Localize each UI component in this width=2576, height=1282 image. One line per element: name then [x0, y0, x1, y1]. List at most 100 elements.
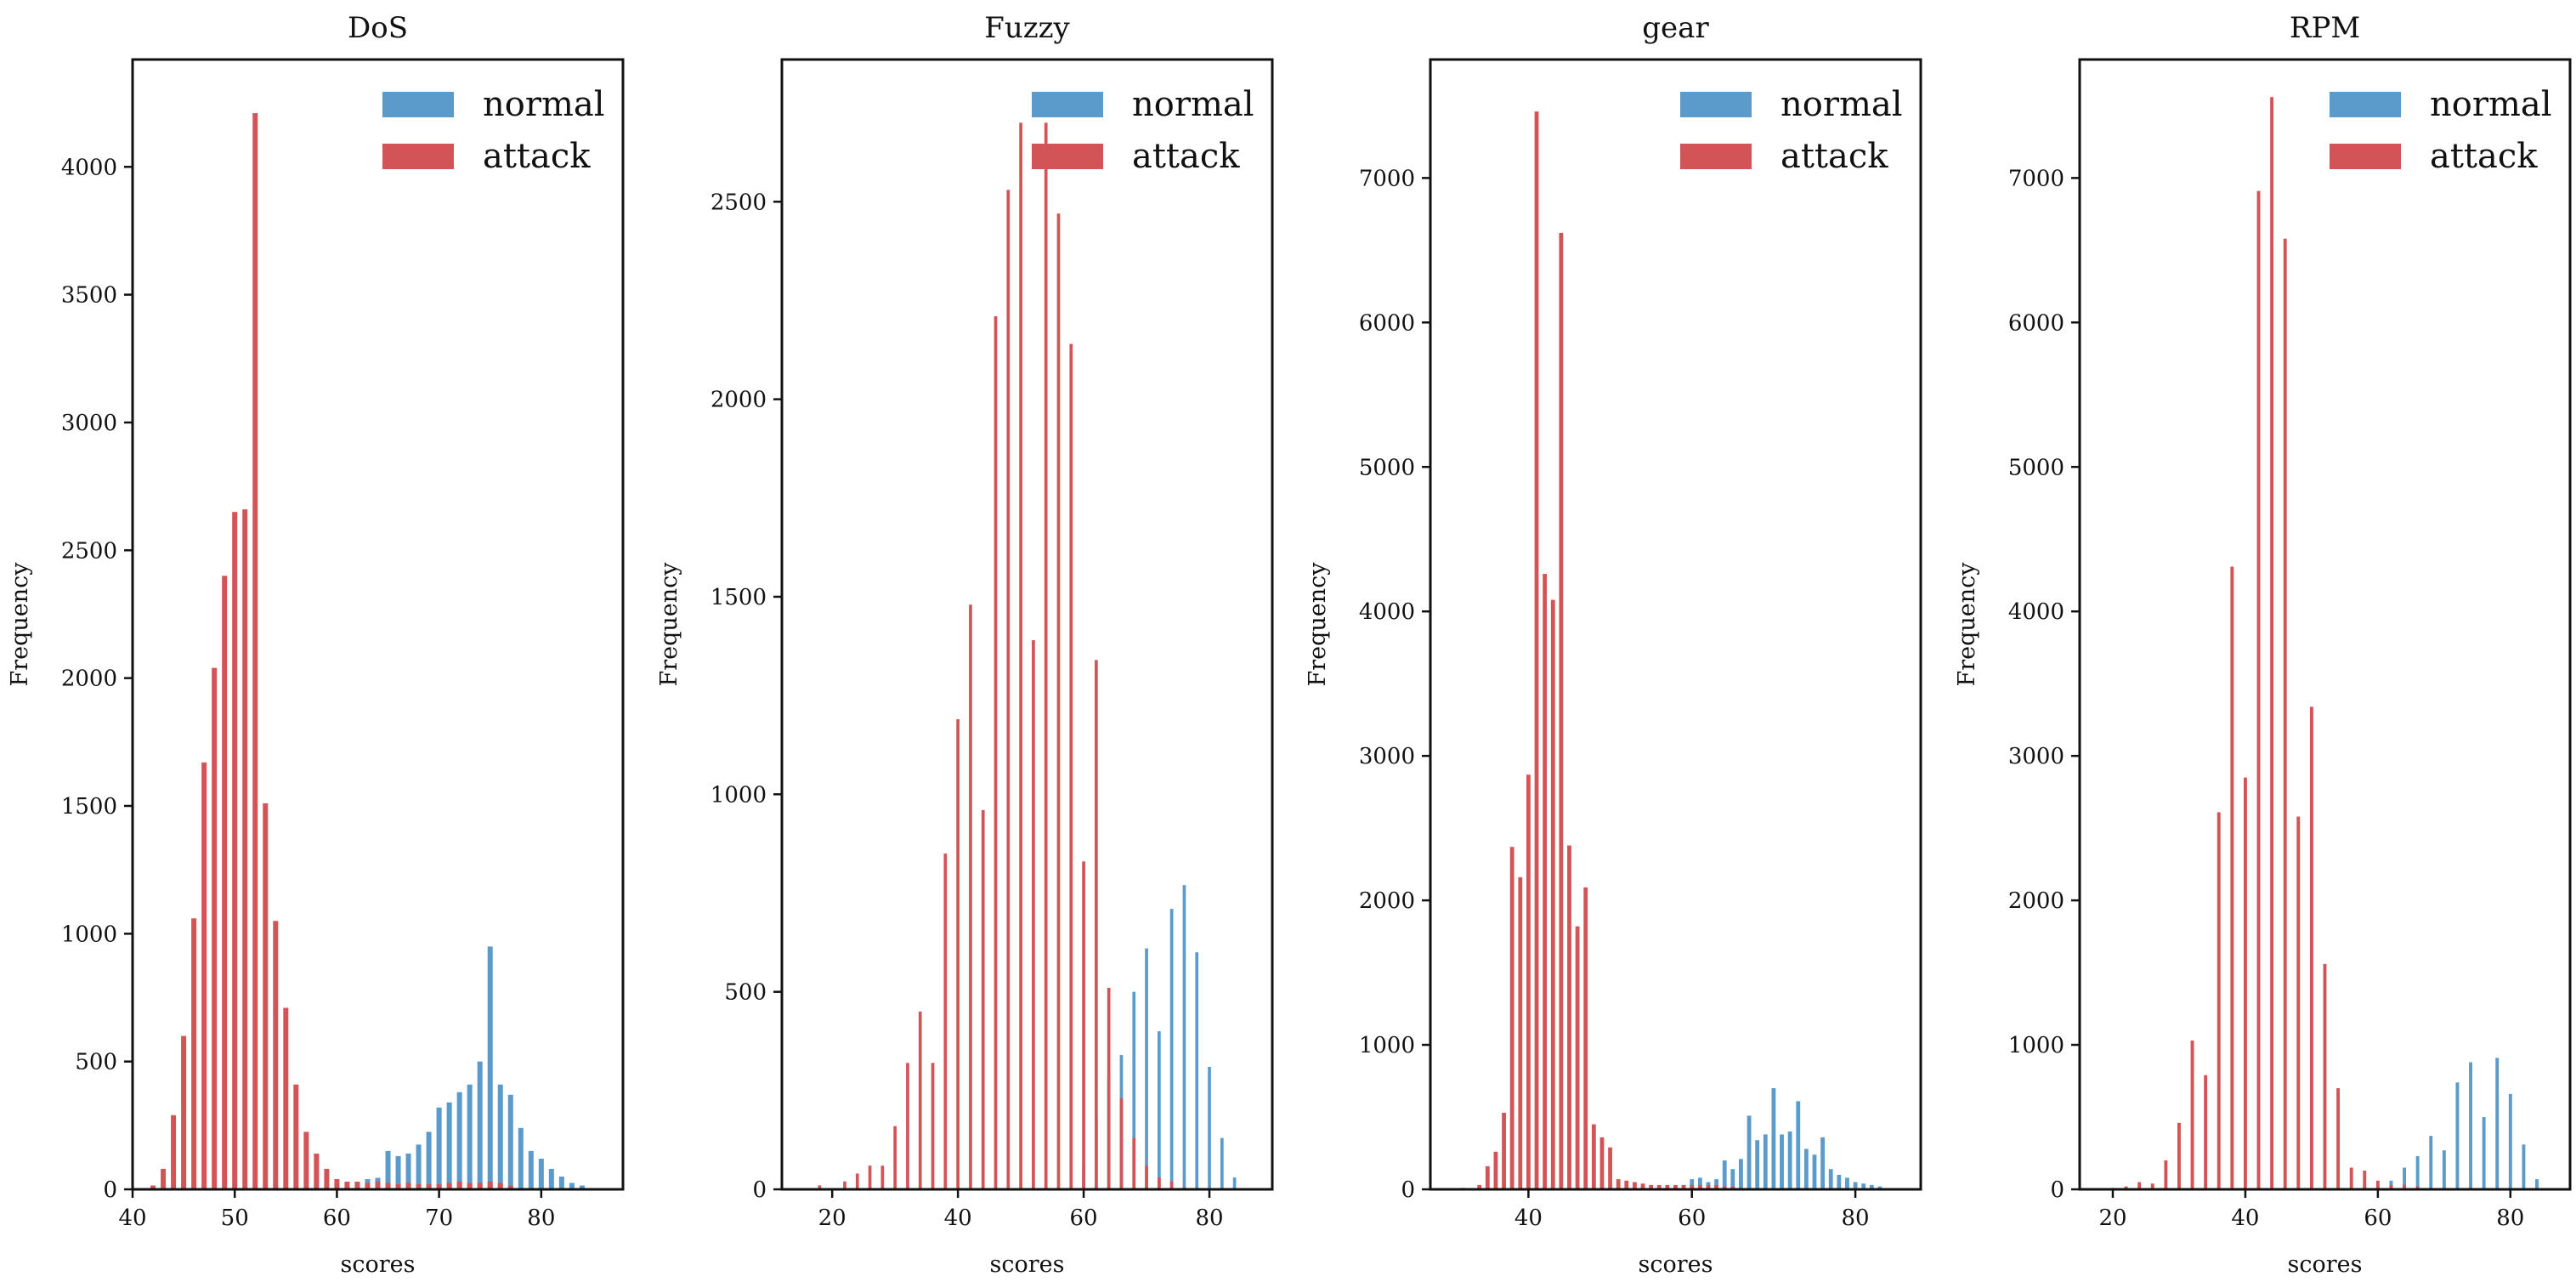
- bar-attack: [2363, 1170, 2367, 1189]
- x-axis-label: scores: [2288, 1251, 2363, 1278]
- bar-attack: [1485, 1166, 1490, 1189]
- bar-attack: [273, 921, 279, 1189]
- bar-attack: [252, 113, 258, 1189]
- bar-attack: [943, 854, 948, 1189]
- axes-frame: [780, 58, 1274, 1191]
- bar-normal: [1722, 1160, 1727, 1189]
- bar-attack: [1599, 1137, 1605, 1189]
- bar-attack: [1158, 1177, 1161, 1189]
- subplot-fuzzy: 20 40 60 80 0 500 1000 1500 2000 2500 Fuzzy scores F…: [656, 11, 1274, 1278]
- bar-normal: [456, 1092, 462, 1189]
- bar-attack: [426, 1183, 432, 1189]
- x-tick-label: 20: [818, 1205, 846, 1231]
- y-tick-label: 5000: [1359, 455, 1415, 480]
- bar-attack: [1591, 1124, 1596, 1189]
- bar-attack: [1656, 1184, 1662, 1189]
- bar-attack: [212, 667, 218, 1189]
- legend-swatch-normal: [382, 92, 454, 117]
- x-tick-label: 80: [527, 1205, 555, 1231]
- bar-normal: [2415, 1155, 2420, 1189]
- subplot-rpm: 20 40 60 80 0 1000 2000 3000 4000 5000 6000 7000 RPM…: [1954, 11, 2572, 1278]
- bar-normal: [2522, 1144, 2526, 1189]
- bar-attack: [324, 1168, 330, 1189]
- legend-swatch-normal: [2330, 92, 2401, 117]
- y-axis-label: Frequency: [1305, 562, 1331, 687]
- bar-normal: [1195, 952, 1199, 1189]
- bar-attack: [467, 1183, 473, 1189]
- bar-normal: [446, 1102, 452, 1189]
- bar-normal: [1787, 1132, 1792, 1189]
- bar-attack: [436, 1183, 442, 1189]
- bar-normal: [1755, 1140, 1760, 1189]
- bar-attack: [931, 1063, 935, 1189]
- bar-attack: [1690, 1184, 1695, 1189]
- bar-normal: [1145, 948, 1148, 1189]
- bar-normal: [467, 1084, 473, 1189]
- bar-normal: [528, 1150, 534, 1189]
- legend-swatch-attack: [1680, 144, 1752, 169]
- bar-attack: [2283, 238, 2287, 1189]
- y-tick-label: 0: [1401, 1177, 1415, 1203]
- y-axis-label: Frequency: [7, 562, 33, 687]
- bar-attack: [2375, 1180, 2380, 1189]
- y-tick-label: 2500: [711, 190, 767, 215]
- bar-normal: [2442, 1150, 2446, 1189]
- bar-attack: [1069, 343, 1073, 1189]
- bar-normal: [1877, 1186, 1882, 1189]
- bar-normal: [538, 1158, 544, 1189]
- bar-attack: [2204, 1075, 2208, 1189]
- y-tick-label: 500: [75, 1050, 117, 1075]
- bar-normal: [1845, 1177, 1849, 1189]
- bar-attack: [2243, 777, 2247, 1189]
- y-tick-label: 6000: [1359, 310, 1415, 336]
- bar-attack: [1567, 845, 1571, 1189]
- bar-attack: [293, 1084, 299, 1189]
- bar-attack: [497, 1183, 503, 1189]
- y-tick-label: 1500: [61, 794, 117, 820]
- bar-attack: [395, 1183, 401, 1189]
- x-tick-label: 80: [1195, 1205, 1223, 1231]
- bar-attack: [1697, 1184, 1702, 1189]
- bar-normal: [2482, 1117, 2486, 1189]
- y-tick-label: 1000: [711, 782, 767, 808]
- bar-attack: [446, 1183, 452, 1189]
- bar-attack: [1095, 660, 1098, 1189]
- bar-attack: [2403, 1184, 2407, 1189]
- bar-attack: [1145, 1166, 1148, 1189]
- bar-attack: [2256, 190, 2261, 1189]
- bar-normal: [2535, 1179, 2539, 1189]
- legend-swatch-normal: [1680, 92, 1752, 117]
- bar-normal: [1820, 1137, 1826, 1189]
- bar-normal: [416, 1144, 422, 1189]
- bar-normal: [497, 1084, 503, 1189]
- bar-attack: [181, 1035, 187, 1189]
- bar-normal: [1730, 1169, 1735, 1189]
- y-tick-label: 3500: [61, 283, 117, 309]
- bar-normal: [548, 1168, 554, 1189]
- bar-normal: [2455, 1082, 2460, 1189]
- legend: normal attack: [2330, 85, 2552, 176]
- bar-attack: [1722, 1186, 1727, 1189]
- bar-attack: [1006, 190, 1011, 1190]
- bar-attack: [1681, 1184, 1686, 1189]
- y-tick-label: 7000: [1359, 166, 1415, 191]
- bar-attack: [1608, 1147, 1612, 1189]
- bar-attack: [1550, 599, 1555, 1189]
- bar-attack: [2323, 963, 2327, 1189]
- bar-attack: [477, 1183, 483, 1189]
- bar-normal: [579, 1185, 585, 1189]
- bar-normal: [477, 1061, 483, 1189]
- bar-attack: [1493, 1151, 1498, 1189]
- bar-attack: [1640, 1183, 1645, 1189]
- bar-normal: [1182, 885, 1186, 1189]
- y-tick-label: 1000: [2008, 1033, 2064, 1058]
- bar-attack: [1543, 574, 1548, 1189]
- bar-attack: [1119, 1098, 1124, 1189]
- y-tick-label: 0: [2050, 1177, 2064, 1203]
- bar-attack: [150, 1185, 156, 1189]
- chart-title: DoS: [348, 11, 408, 45]
- y-tick-label: 7000: [2008, 166, 2064, 191]
- bar-attack: [416, 1183, 422, 1189]
- x-tick-label: 80: [1842, 1205, 1870, 1231]
- bar-attack: [2150, 1183, 2154, 1189]
